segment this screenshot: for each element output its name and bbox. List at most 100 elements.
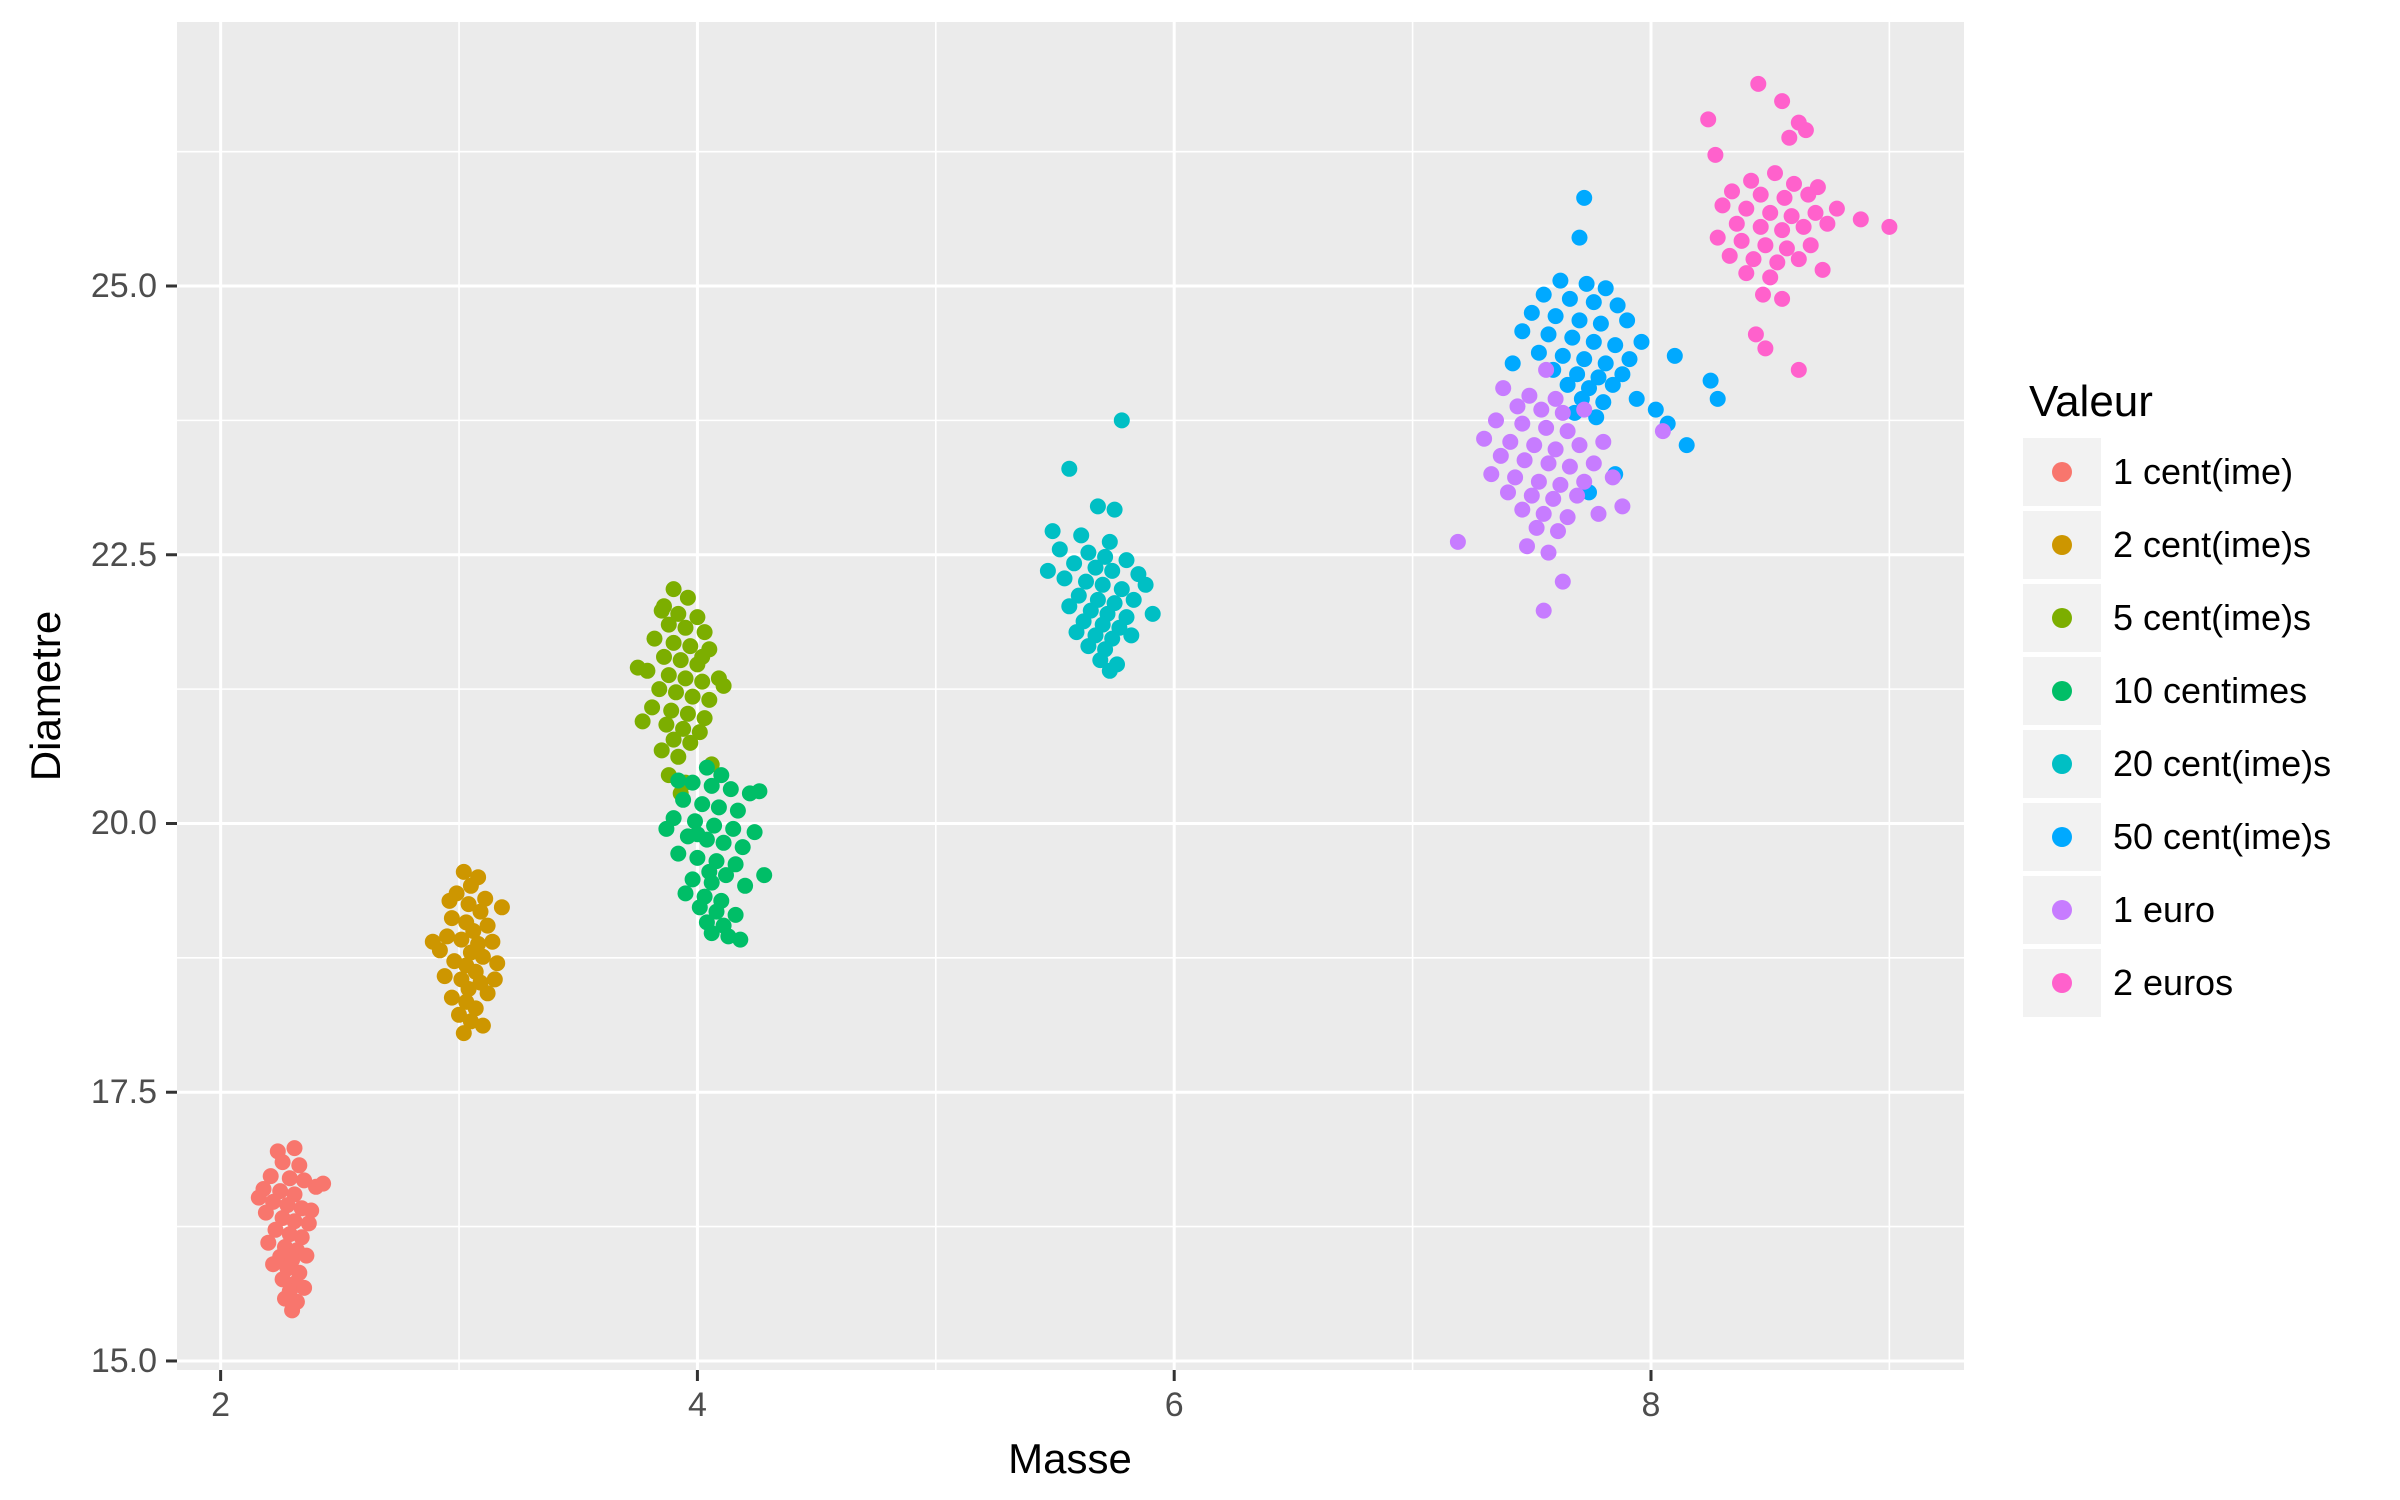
data-point <box>1051 541 1068 558</box>
data-point <box>1144 605 1161 622</box>
data-point <box>1533 401 1550 418</box>
data-point <box>1757 237 1774 254</box>
data-point <box>1523 487 1540 504</box>
data-point <box>727 906 744 923</box>
legend-item: 2 euros <box>2023 949 2383 1017</box>
legend-item: 20 cent(ime)s <box>2023 730 2383 798</box>
data-point <box>1547 308 1564 325</box>
data-point <box>1113 581 1130 598</box>
data-point <box>746 824 763 841</box>
data-point <box>1137 576 1154 593</box>
data-point <box>281 1170 298 1187</box>
data-point <box>303 1202 320 1219</box>
data-point <box>694 648 711 665</box>
data-point <box>1781 129 1798 146</box>
data-point <box>708 903 725 920</box>
data-point <box>1073 527 1090 544</box>
data-point <box>1561 290 1578 307</box>
data-point <box>455 863 472 880</box>
data-point <box>689 609 706 626</box>
data-point <box>441 892 458 909</box>
data-point <box>1104 562 1121 579</box>
data-point <box>675 720 692 737</box>
data-point <box>679 589 696 606</box>
data-point <box>1752 218 1769 235</box>
data-point <box>1101 533 1118 550</box>
data-point <box>1068 624 1085 641</box>
legend-key-dot <box>2052 754 2072 774</box>
data-point <box>696 710 713 727</box>
data-point <box>1852 211 1869 228</box>
data-point <box>1802 237 1819 254</box>
data-point <box>737 877 754 894</box>
data-point <box>732 931 749 948</box>
data-point <box>1571 229 1588 246</box>
data-point <box>262 1168 279 1185</box>
data-point <box>1514 415 1531 432</box>
data-point <box>1540 544 1557 561</box>
data-point <box>634 713 651 730</box>
data-point <box>1597 280 1614 297</box>
data-point <box>1752 186 1769 203</box>
data-point <box>1514 323 1531 340</box>
data-point <box>1547 441 1564 458</box>
data-point <box>1118 552 1135 569</box>
data-point <box>436 968 453 985</box>
data-point <box>257 1204 274 1221</box>
data-point <box>1044 523 1061 540</box>
data-point <box>1776 189 1793 206</box>
data-point <box>1569 366 1586 383</box>
data-point <box>1125 591 1142 608</box>
data-point <box>1595 433 1612 450</box>
legend-item-label: 10 centimes <box>2113 670 2308 711</box>
data-point <box>286 1140 303 1157</box>
data-point <box>1709 390 1726 407</box>
data-point <box>1504 355 1521 372</box>
data-point <box>668 684 684 701</box>
data-point <box>474 1017 491 1034</box>
data-point <box>729 802 746 819</box>
data-point <box>1092 652 1109 669</box>
data-point <box>656 648 672 665</box>
legend-key <box>2023 584 2101 652</box>
data-point <box>679 705 696 722</box>
data-point <box>274 1154 291 1171</box>
data-point <box>710 799 727 816</box>
data-point <box>682 734 699 751</box>
data-point <box>479 917 496 934</box>
data-point <box>1774 222 1791 239</box>
legend-title: Valeur <box>2029 377 2153 426</box>
data-point <box>1745 251 1762 268</box>
data-point <box>462 944 479 961</box>
y-axis-title: Diametre <box>22 610 69 782</box>
data-point <box>670 605 687 622</box>
data-point <box>1588 409 1605 426</box>
data-point <box>1056 570 1073 587</box>
data-point <box>1628 390 1645 407</box>
data-point <box>1790 251 1807 268</box>
data-point <box>1516 452 1533 469</box>
data-point <box>1714 197 1731 214</box>
data-point <box>1078 573 1094 590</box>
data-point <box>267 1221 284 1238</box>
y-tick-label: 20.0 <box>90 804 157 843</box>
data-point <box>715 677 732 694</box>
data-point <box>1097 548 1114 565</box>
data-point <box>1528 519 1545 536</box>
data-point <box>1585 294 1602 311</box>
data-point <box>1509 398 1526 415</box>
data-point <box>696 624 713 641</box>
data-point <box>682 638 699 655</box>
data-point <box>1654 423 1671 440</box>
data-point <box>629 659 646 676</box>
data-point <box>1585 455 1602 472</box>
data-point <box>713 767 730 784</box>
data-point <box>1578 275 1595 292</box>
data-point <box>451 1006 467 1023</box>
data-point <box>660 667 677 684</box>
data-point <box>1724 183 1740 200</box>
data-point <box>701 691 718 708</box>
data-point <box>453 931 470 948</box>
data-point <box>1762 269 1779 286</box>
